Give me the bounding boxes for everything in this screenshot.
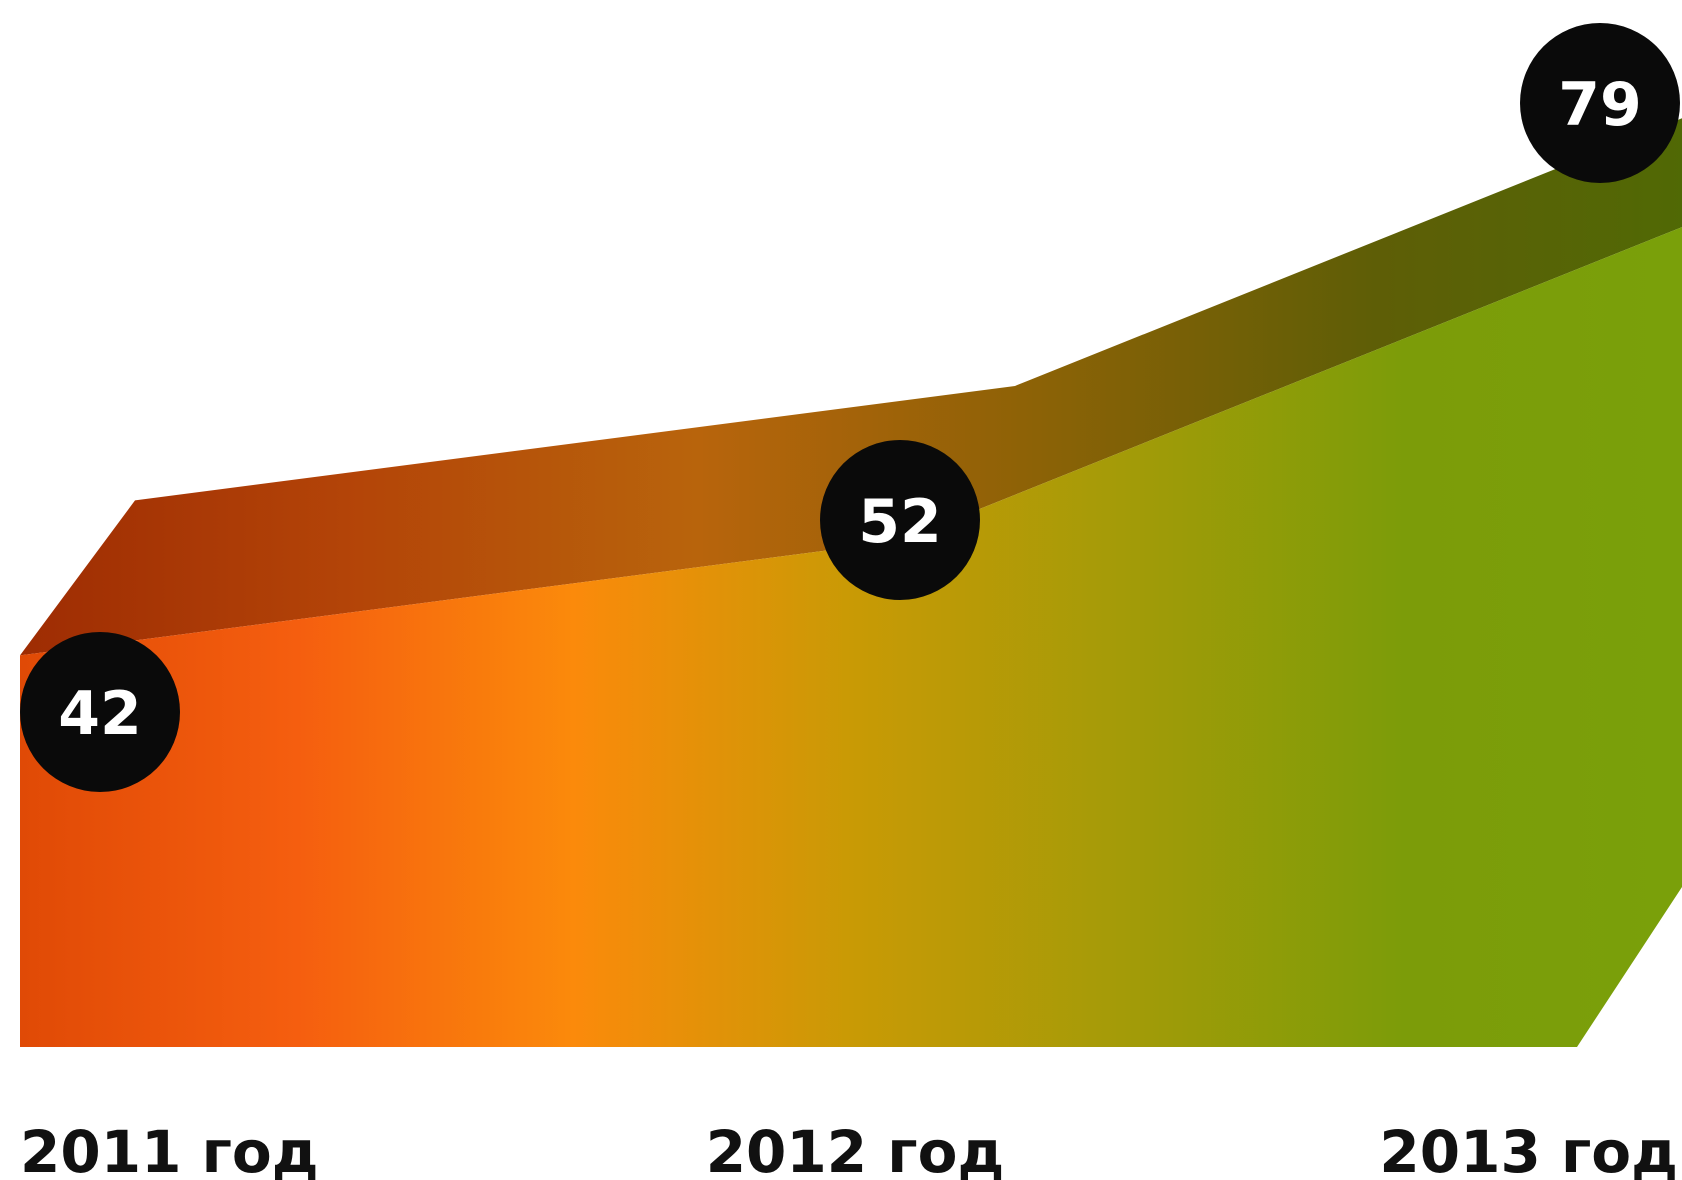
data-point-marker	[820, 440, 980, 600]
data-point-marker	[1520, 23, 1680, 183]
x-axis-tick-labels: 2011 год 2012 год 2013 год	[20, 1118, 1678, 1180]
data-label: 52	[858, 487, 942, 557]
x-tick-label: 2011 год	[20, 1118, 319, 1180]
data-label: 42	[58, 679, 142, 749]
area-front-face	[20, 227, 1682, 1048]
data-point-marker	[20, 632, 180, 792]
data-markers: 42 52 79	[20, 23, 1680, 792]
data-label: 79	[1558, 70, 1642, 140]
area-top-band	[20, 118, 1682, 656]
x-tick-label: 2012 год	[706, 1118, 1005, 1180]
x-tick-label: 2013 год	[1379, 1118, 1678, 1180]
